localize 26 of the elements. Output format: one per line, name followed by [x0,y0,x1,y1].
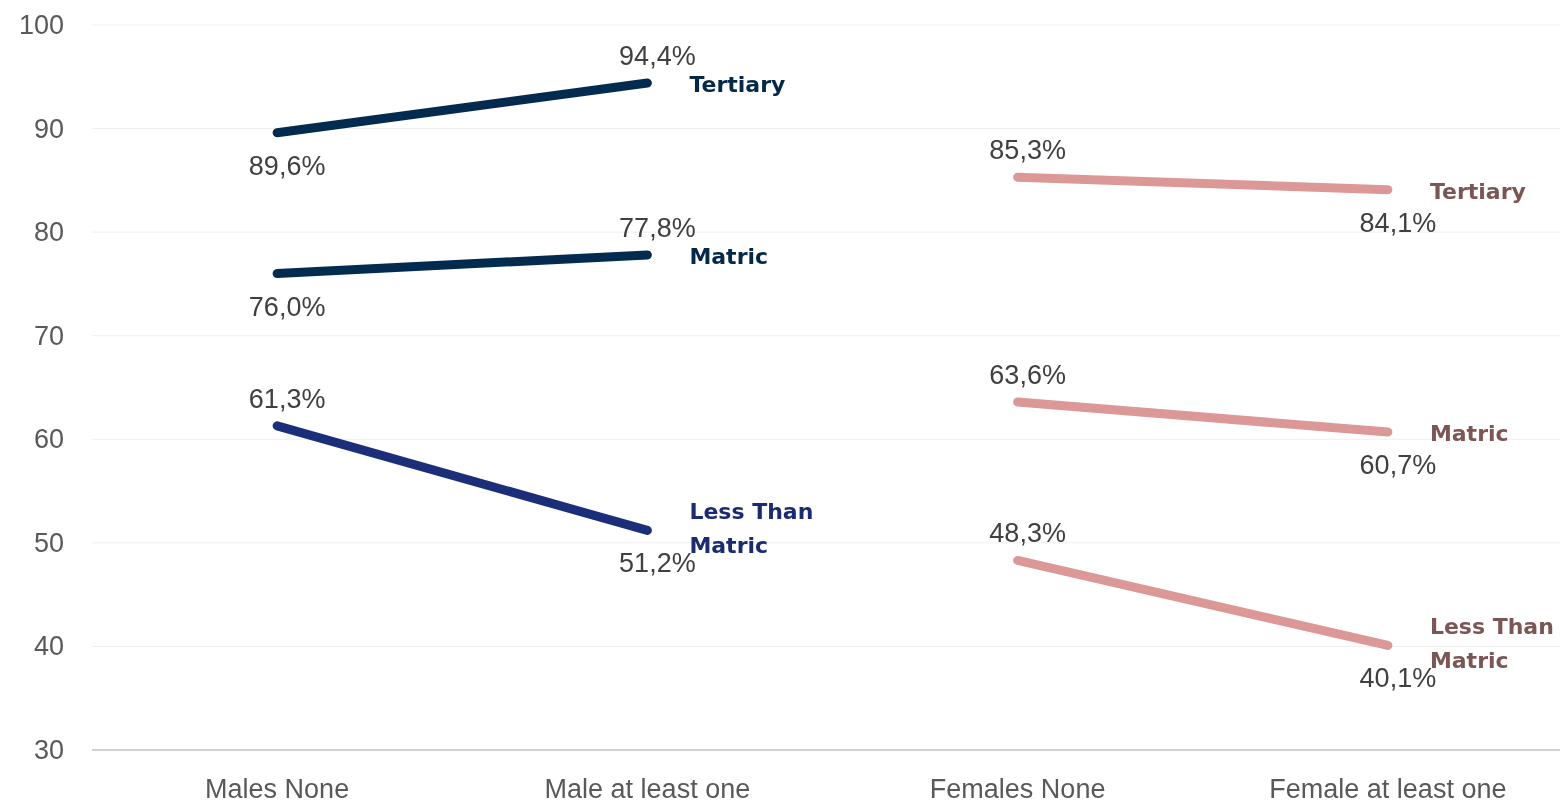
data-label: 84,1% [1359,207,1437,238]
data-label: 48,3% [989,518,1066,549]
y-tick-label: 60 [33,424,64,455]
x-tick-label: Females None [929,774,1106,802]
data-label: 77,8% [619,212,696,243]
data-label: 63,6% [989,360,1066,390]
data-label: 89,6% [248,150,326,181]
y-tick-label: 90 [33,113,64,144]
y-tick-label: 30 [33,735,64,765]
y-tick-label: 80 [33,217,64,248]
y-tick-label: 40 [33,631,64,662]
data-label: 94,4% [619,41,696,71]
data-label: 60,7% [1359,450,1437,481]
series-label: Matric [689,243,769,269]
data-label: 85,3% [989,135,1066,166]
data-label: 76,0% [248,291,326,322]
x-tick-label: Male at least one [544,774,751,802]
x-tick-label: Female at least one [1269,774,1507,802]
y-tick-label: 70 [33,320,64,351]
y-tick-label: 100 [18,10,64,40]
series-label: Tertiary [689,72,786,97]
series-label: Matric [1429,421,1509,447]
x-tick-label: Males None [205,774,350,802]
y-tick-label: 50 [33,527,64,558]
data-label: 61,3% [248,383,326,414]
series-label: Tertiary [1429,178,1526,204]
